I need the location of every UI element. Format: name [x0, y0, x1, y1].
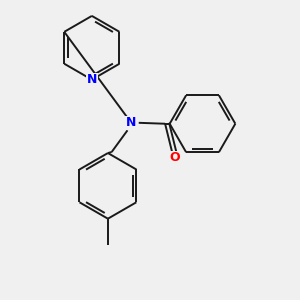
Text: O: O — [169, 151, 180, 164]
Text: N: N — [87, 73, 97, 86]
Text: N: N — [126, 116, 136, 129]
